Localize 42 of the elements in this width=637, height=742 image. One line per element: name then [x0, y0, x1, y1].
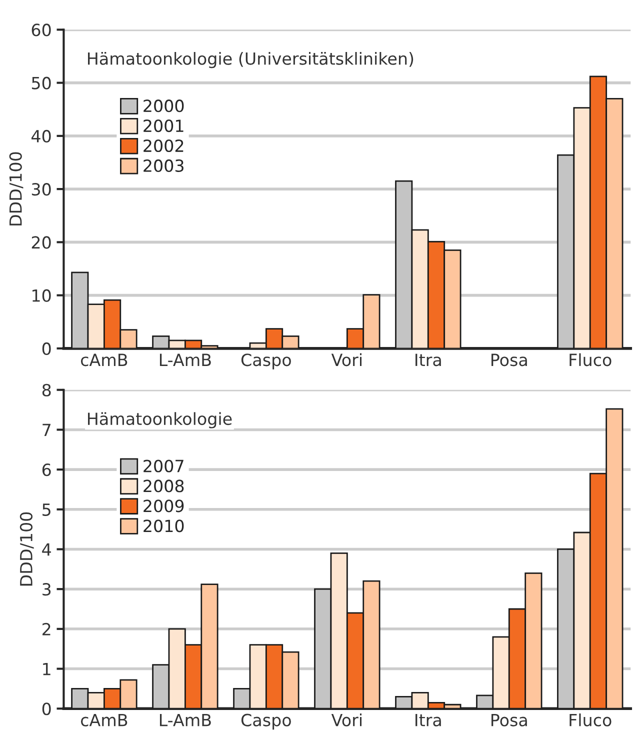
y-tick-label: 30	[32, 183, 51, 196]
y-tick-label: 7	[42, 424, 50, 436]
x-tick-label: cAmB	[80, 714, 128, 726]
legend-label: 2002	[144, 139, 184, 152]
legend-label: 2007	[144, 460, 184, 472]
y-axis-title: DDD/100	[9, 152, 24, 226]
y-tick-label: 50	[32, 76, 51, 90]
legend-label: 2009	[144, 500, 184, 512]
x-tick-label: cAmB	[80, 354, 128, 366]
legend-label: 2010	[144, 520, 184, 532]
x-tick-label: L-AmB	[160, 354, 211, 366]
y-tick-label: 6	[42, 464, 51, 476]
y-tick-label: 1	[43, 662, 50, 676]
y-axis-title: DDD/100	[20, 512, 34, 586]
x-tick-label: L-AmB	[160, 714, 211, 726]
x-tick-label: Caspo	[241, 714, 291, 730]
x-tick-label: Posa	[492, 354, 527, 366]
x-tick-label: Fluco	[570, 353, 612, 366]
x-tick-label: Vori	[331, 713, 362, 726]
x-tick-label: Itra	[416, 714, 441, 726]
legend-label: 2000	[144, 100, 184, 112]
x-tick-label: Itra	[416, 354, 441, 366]
y-tick-label: 4	[42, 543, 51, 556]
y-tick-label: 3	[42, 583, 51, 596]
legend-label: 2001	[144, 119, 184, 132]
y-tick-label: 5	[42, 504, 50, 516]
x-tick-label: Caspo	[241, 354, 291, 370]
legend-label: 2003	[144, 159, 184, 172]
y-tick-label: 8	[42, 384, 51, 396]
y-tick-label: 0	[42, 342, 51, 355]
x-tick-label: Posa	[492, 714, 527, 726]
y-tick-label: 0	[42, 702, 51, 716]
y-tick-label: 2	[42, 622, 50, 636]
y-tick-label: 10	[32, 289, 51, 302]
x-tick-label: Fluco	[570, 713, 612, 726]
text: Hämatoonkologie (Universitätskliniken)	[88, 52, 414, 68]
x-tick-label: Vori	[331, 353, 362, 366]
legend-label: 2008	[144, 480, 184, 492]
y-tick-label: 20	[32, 236, 51, 249]
text: Hämatoonkologie	[88, 412, 232, 428]
y-tick-label: 60	[32, 24, 51, 36]
y-tick-label: 40	[32, 130, 51, 142]
